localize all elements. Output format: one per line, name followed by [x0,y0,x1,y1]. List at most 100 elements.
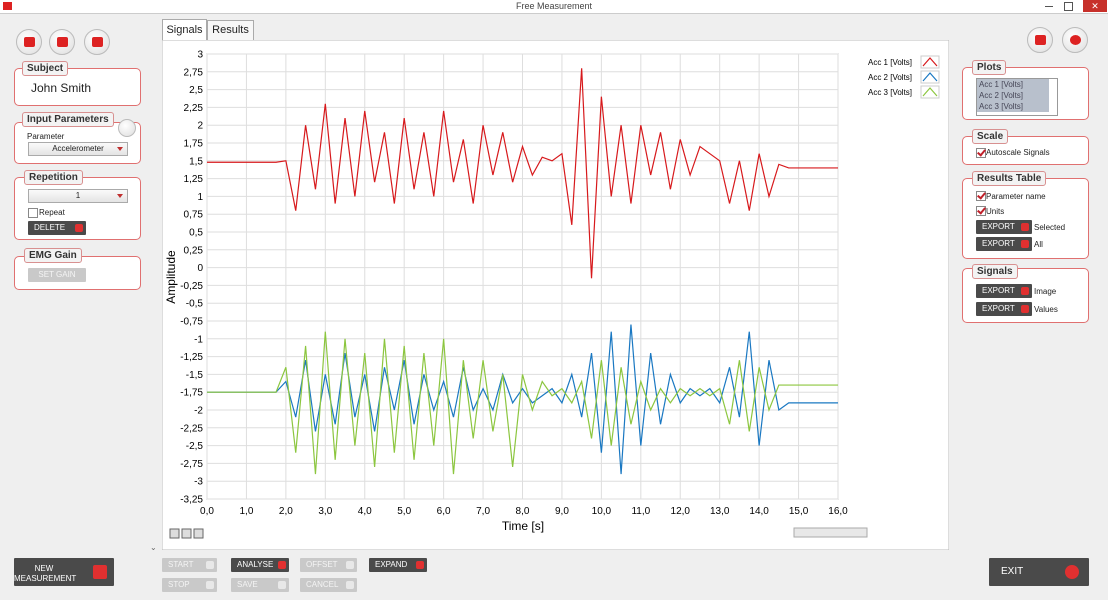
y-tick-label: 1,75 [184,139,204,150]
button-icon [278,561,286,569]
start-button[interactable]: START [162,558,217,572]
y-tick-label: -1,75 [180,388,203,399]
expand-button[interactable]: EXPAND [369,558,427,572]
offset-button[interactable]: OFFSET [300,558,357,572]
parameter-name-checkbox[interactable] [976,191,986,201]
tab[interactable]: Results [207,20,254,41]
plots-list[interactable]: Acc 1 [Volts] Acc 2 [Volts] Acc 3 [Volts… [976,78,1058,116]
repeat-label: Repeat [39,208,65,217]
group-title: Plots [972,60,1007,75]
subject-name: John Smith [31,81,92,95]
group-title: Scale [972,129,1009,144]
y-tick-label: -1 [194,334,203,345]
icon-glyph [1070,35,1081,45]
help-icon[interactable] [1062,27,1088,53]
y-tick-label: -1,25 [180,352,203,363]
series-line [207,331,838,475]
legend-label: Acc 1 [Volts] [868,58,912,67]
export-button[interactable]: EXPORT [976,220,1032,234]
y-tick-label: 3 [197,50,203,61]
stop-button[interactable]: STOP [162,578,217,592]
save-button[interactable]: SAVE [231,578,289,592]
toolbar-icon[interactable] [84,29,110,55]
button-label: ANALYSE [237,560,274,569]
series-line [207,324,838,475]
x-tick-label: 0,0 [200,506,214,517]
group-title: Results Table [972,171,1047,186]
button-label: EXPORT [982,304,1015,313]
y-tick-label: -0,75 [180,317,203,328]
icon-glyph [57,37,68,47]
y-tick-label: 1,5 [189,156,203,167]
close-button[interactable]: ✕ [1083,0,1107,12]
button-label: EXPORT [982,239,1015,248]
legend-label: Acc 2 [Volts] [868,73,912,82]
button-label: EXPORT [982,222,1015,231]
button-label: DELETE [34,223,66,232]
legend-swatch [922,72,938,82]
pan-tool[interactable] [181,528,192,539]
cancel-button[interactable]: CANCEL [300,578,357,592]
group-title: Repetition [24,170,83,185]
scrollbar[interactable] [793,527,868,538]
icon-glyph [24,37,35,47]
title-bar: Free Measurement ✕ [0,0,1108,14]
group-title: Input Parameters [22,112,114,127]
button-label: EXIT [1001,566,1024,577]
export-button[interactable]: EXPORT [976,284,1032,298]
exit-button[interactable]: EXIT [989,558,1089,586]
x-axis-label: Time [s] [502,519,544,533]
delete-button[interactable]: DELETE [28,221,86,235]
button-icon [278,581,286,589]
maximize-button[interactable] [1064,2,1073,11]
clear-icon[interactable] [118,119,136,137]
x-tick-label: 5,0 [397,506,411,517]
toolbar-icon[interactable] [1027,27,1053,53]
button-icon [206,561,214,569]
export-caption: Values [1034,305,1058,314]
toolbar-icon[interactable] [49,29,75,55]
y-tick-label: -2 [194,406,203,417]
button-icon [1021,240,1029,248]
list-item[interactable]: Acc 2 [Volts] [977,90,1049,101]
button-label: OFFSET [306,560,338,569]
legend-swatch [922,57,938,67]
units-label: Units [986,207,1005,216]
analyse-button[interactable]: ANALYSE [231,558,289,572]
list-item[interactable]: Acc 3 [Volts] [977,101,1049,112]
repeat-checkbox[interactable] [28,208,38,218]
list-item[interactable]: Acc 1 [Volts] [977,79,1049,90]
export-button[interactable]: EXPORT [976,237,1032,251]
series-line [207,68,838,279]
group-title: Signals [972,264,1018,279]
parameter-select[interactable]: Accelerometer [28,142,128,156]
cursor-tool[interactable] [193,528,204,539]
results-table-box: Parameter name Units EXPORT Selected EXP… [962,178,1089,259]
y-tick-label: 0,5 [189,228,203,239]
icon-glyph [1035,35,1046,45]
button-label: EXPAND [375,560,408,569]
tab[interactable]: Signals [162,19,207,41]
y-tick-label: -2,75 [180,459,203,470]
export-button[interactable]: EXPORT [976,302,1032,316]
set-gain-button[interactable]: SET GAIN [28,268,86,282]
zoom-tool[interactable] [169,528,180,539]
x-tick-label: 1,0 [239,506,253,517]
scroll-arrow[interactable]: ⌄ [150,543,157,552]
button-icon [346,561,354,569]
minimize-button[interactable] [1045,6,1053,7]
x-tick-label: 3,0 [318,506,332,517]
button-icon [416,561,424,569]
group-title: Subject [22,61,69,76]
autoscale-checkbox[interactable] [976,148,986,158]
units-checkbox[interactable] [976,206,986,216]
button-icon [75,224,83,232]
y-tick-label: 1,25 [184,174,204,185]
legend-swatch [922,87,938,97]
toolbar-icon[interactable] [16,29,42,55]
button-label: NEW MEASUREMENT [14,564,77,583]
new-measurement-button[interactable]: NEW MEASUREMENT [14,558,114,586]
repetition-select[interactable]: 1 [28,189,128,203]
